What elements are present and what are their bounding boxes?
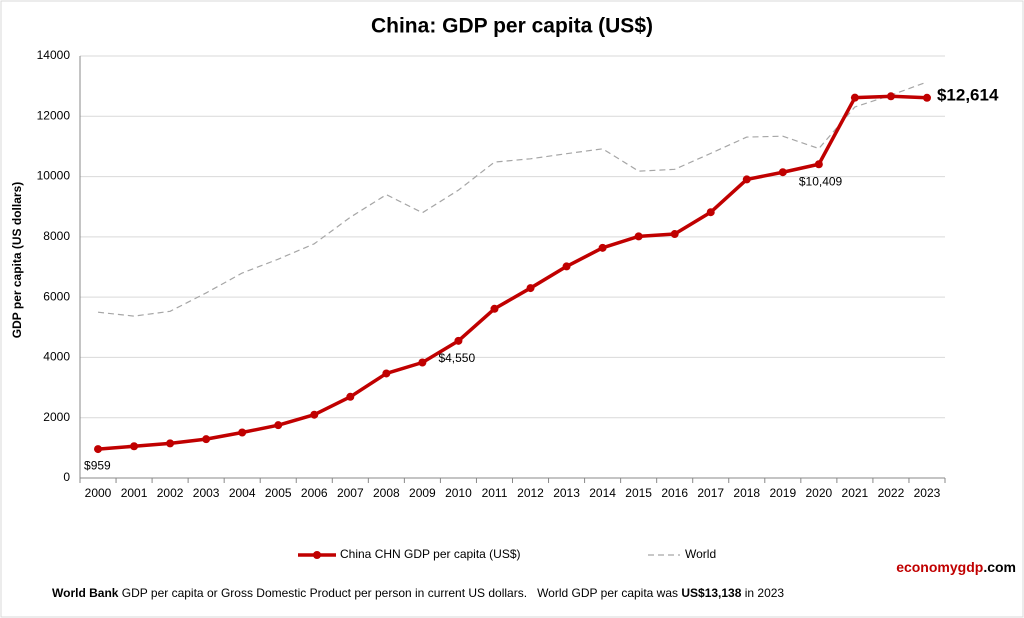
data-point [310, 410, 319, 419]
y-tick-label: 4000 [43, 350, 70, 364]
footer: World Bank GDP per capita or Gross Domes… [52, 586, 784, 600]
y-tick-label: 14000 [37, 48, 71, 62]
data-point [634, 232, 643, 241]
data-point [886, 92, 895, 101]
data-label: $4,550 [438, 351, 475, 365]
data-point [670, 230, 679, 239]
legend-label: World [685, 547, 716, 561]
footer-part: World Bank [52, 586, 119, 600]
data-point [778, 168, 787, 177]
y-tick-label: 12000 [37, 108, 71, 122]
data-point [706, 208, 715, 217]
x-tick-label: 2004 [229, 486, 256, 500]
x-tick-label: 2003 [193, 486, 220, 500]
x-tick-label: 2013 [553, 486, 580, 500]
data-point [238, 428, 247, 437]
data-point [202, 435, 211, 444]
x-tick-label: 2006 [301, 486, 328, 500]
brand-part: economygdp [896, 559, 983, 575]
data-label: $12,614 [937, 85, 999, 104]
data-point [526, 284, 535, 293]
data-label: $959 [84, 458, 111, 472]
data-point [274, 421, 283, 430]
x-tick-label: 2007 [337, 486, 364, 500]
footer-part: GDP per capita or Gross Domestic Product… [118, 586, 681, 600]
legend-swatch-marker [313, 551, 321, 559]
x-tick-label: 2008 [373, 486, 400, 500]
chart-title: China: GDP per capita (US$) [371, 15, 653, 38]
line-series [97, 81, 928, 317]
y-tick-label: 2000 [43, 410, 70, 424]
data-point [94, 445, 103, 454]
footer-part: in 2023 [741, 586, 784, 600]
x-tick-label: 2018 [733, 486, 760, 500]
legend-label: China CHN GDP per capita (US$) [340, 547, 521, 561]
data-point [850, 93, 859, 102]
x-tick-label: 2009 [409, 486, 436, 500]
x-tick-label: 2002 [157, 486, 184, 500]
x-tick-label: 2010 [445, 486, 472, 500]
x-tick-label: 2023 [914, 486, 941, 500]
data-point [346, 392, 355, 401]
x-tick-label: 2021 [842, 486, 869, 500]
data-point [418, 358, 427, 367]
data-point [382, 369, 391, 378]
brand-part: .com [983, 559, 1016, 575]
x-tick-label: 2020 [806, 486, 833, 500]
data-point [490, 304, 499, 313]
y-tick-label: 8000 [43, 229, 70, 243]
brand: economygdp.com [896, 559, 1016, 575]
y-tick-label: 0 [63, 470, 70, 484]
data-point [598, 243, 607, 252]
x-tick-label: 2005 [265, 486, 292, 500]
data-point [562, 262, 571, 271]
x-tick-label: 2016 [661, 486, 688, 500]
line-series [97, 94, 928, 451]
x-tick-label: 2017 [697, 486, 724, 500]
x-tick-label: 2015 [625, 486, 652, 500]
data-point [166, 439, 175, 448]
data-point [130, 442, 139, 451]
x-tick-label: 2022 [878, 486, 905, 500]
data-point [454, 336, 463, 345]
x-tick-label: 2001 [121, 486, 148, 500]
y-tick-label: 6000 [43, 289, 70, 303]
x-tick-label: 2000 [85, 486, 112, 500]
x-tick-label: 2014 [589, 486, 616, 500]
y-axis-label: GDP per capita (US dollars) [10, 182, 24, 339]
data-point [922, 93, 931, 102]
data-label: $10,409 [799, 174, 843, 188]
data-point [742, 175, 751, 184]
footer-part: US$13,138 [681, 586, 741, 600]
y-tick-label: 10000 [37, 169, 71, 183]
data-point [814, 160, 823, 169]
x-tick-label: 2012 [517, 486, 544, 500]
x-tick-label: 2011 [482, 486, 508, 500]
x-tick-label: 2019 [769, 486, 796, 500]
